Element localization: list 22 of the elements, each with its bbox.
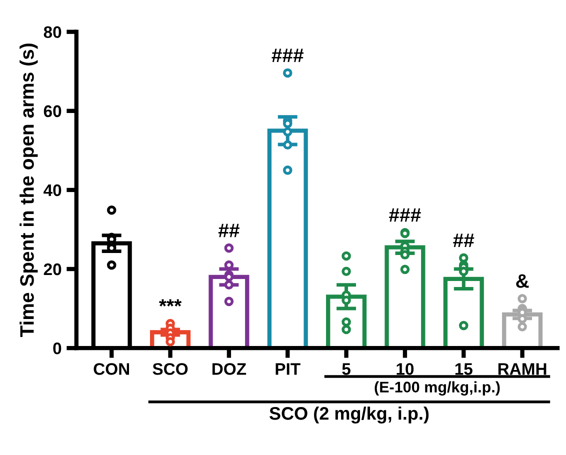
y-axis-title: Time Spent in the open arms (s) (20, 44, 38, 338)
text: (E-100 mg/kg,i.p.) (374, 381, 500, 396)
x-tick-label: 10 (396, 363, 414, 375)
text: SCO (2 mg/kg, i.p.) (270, 406, 429, 424)
data-label: *** (158, 299, 182, 306)
y-tick-label: 60 (44, 105, 62, 118)
x-tick-label: 15 (455, 363, 472, 375)
x-tick-label: DOZ (212, 363, 246, 375)
y-tick-label: 80 (44, 26, 62, 38)
x-tick-label: CON (94, 363, 130, 375)
data-label: & (516, 274, 529, 288)
x-tick-label: 5 (342, 363, 350, 375)
data-label: ## (453, 234, 474, 247)
data-label: ### (272, 48, 304, 62)
y-tick-label: 0 (53, 342, 62, 354)
y-tick-label: 20 (44, 263, 62, 276)
y-tick-label: 40 (44, 184, 62, 196)
x-tick-label: PIT (276, 363, 300, 375)
data-label: ## (218, 224, 240, 238)
x-tick-label: SCO (152, 363, 188, 375)
data-label: ### (389, 208, 421, 222)
x-tick-label: RAMH (498, 363, 546, 375)
